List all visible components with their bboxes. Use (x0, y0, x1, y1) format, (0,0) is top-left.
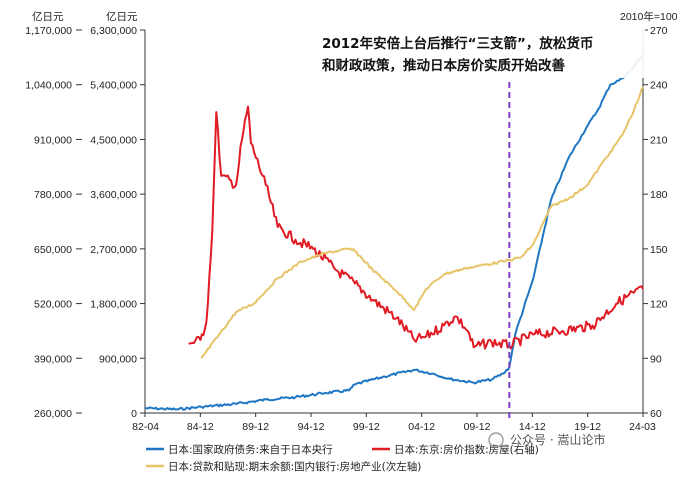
right-tick-label: 210 (650, 134, 668, 146)
watermark: 公众号 · 嵩山论市 (488, 432, 605, 448)
x-tick-label: 19-12 (574, 421, 601, 433)
left-outer-tick-label: 520,000 (34, 299, 72, 311)
watermark-text: 公众号 · 嵩山论市 (510, 432, 605, 447)
left-inner-tick-label: 5,400,000 (90, 80, 137, 92)
right-tick-label: 240 (650, 80, 668, 92)
left-outer-tick-label: 1,170,000 (25, 25, 72, 37)
x-tick-label: 84-12 (187, 421, 214, 433)
right-tick-label: 180 (650, 189, 668, 201)
legend: 日本:国家政府债务:来自于日本央行 日本:东京:房价指数:房屋(右轴) 日本:贷… (146, 443, 539, 473)
left-inner-unit: 亿日元 (106, 10, 138, 23)
left-inner-tick-label: 6,300,000 (90, 25, 137, 37)
legend-label-boj-debt: 日本:国家政府债务:来自于日本央行 (168, 443, 333, 456)
annotation-line-2: 和财政政策，推动日本房价实质开始改善 (322, 57, 565, 74)
series-tokyo-house-line (188, 105, 644, 350)
left-outer-tick-label: 260,000 (34, 408, 72, 420)
annotation-box-bg (315, 28, 645, 78)
right-tick-label: 150 (650, 244, 668, 256)
series-re-loans-line (200, 86, 644, 359)
left-inner-tick-label: 4,500,000 (90, 134, 137, 146)
left-inner-tick-label: 3,600,000 (90, 189, 137, 201)
right-tick-label: 270 (650, 25, 668, 37)
series-boj-debt-line (144, 53, 644, 411)
right-tick-label: 60 (650, 408, 662, 420)
x-tick-label: 89-12 (242, 421, 269, 433)
series-layer (144, 53, 644, 411)
legend-label-re-loans: 日本:贷款和贴现:期末余额:国内银行:房地产业(次左轴) (168, 460, 421, 473)
wechat-icon (488, 432, 504, 448)
left-inner-tick-label: 2,700,000 (90, 244, 137, 256)
left-inner-tick-label: 900,000 (99, 353, 137, 365)
x-tick-label: 04-12 (408, 421, 435, 433)
x-tick-label: 14-12 (519, 421, 546, 433)
x-tick-label: 09-12 (464, 421, 491, 433)
left-outer-tick-label: 390,000 (34, 353, 72, 365)
axes-layer: 260,000 0 60 390,000 900,000 90 520,000 1,800,0… (25, 25, 667, 433)
left-outer-tick-label: 1,040,000 (25, 80, 72, 92)
left-inner-tick-label: 0 (131, 408, 137, 420)
left-inner-tick-label: 1,800,000 (90, 299, 137, 311)
left-outer-tick-label: 780,000 (34, 189, 72, 201)
right-tick-label: 90 (650, 353, 662, 365)
left-outer-unit: 亿日元 (32, 10, 64, 23)
plot-frame (144, 30, 644, 414)
right-unit: 2010年=100 (620, 10, 678, 23)
x-tick-label: 24-03 (629, 421, 656, 433)
right-tick-label: 120 (650, 299, 668, 311)
left-outer-tick-label: 910,000 (34, 134, 72, 146)
legend-label-tokyo-house: 日本:东京:房价指数:房屋(右轴) (394, 443, 539, 456)
left-outer-tick-label: 650,000 (34, 244, 72, 256)
x-tick-label: 82-04 (132, 421, 159, 433)
x-tick-label: 99-12 (353, 421, 380, 433)
annotation-line-1: 2012年安倍上台后推行“三支箭”，放松货币 (322, 35, 593, 52)
x-tick-label: 94-12 (298, 421, 325, 433)
